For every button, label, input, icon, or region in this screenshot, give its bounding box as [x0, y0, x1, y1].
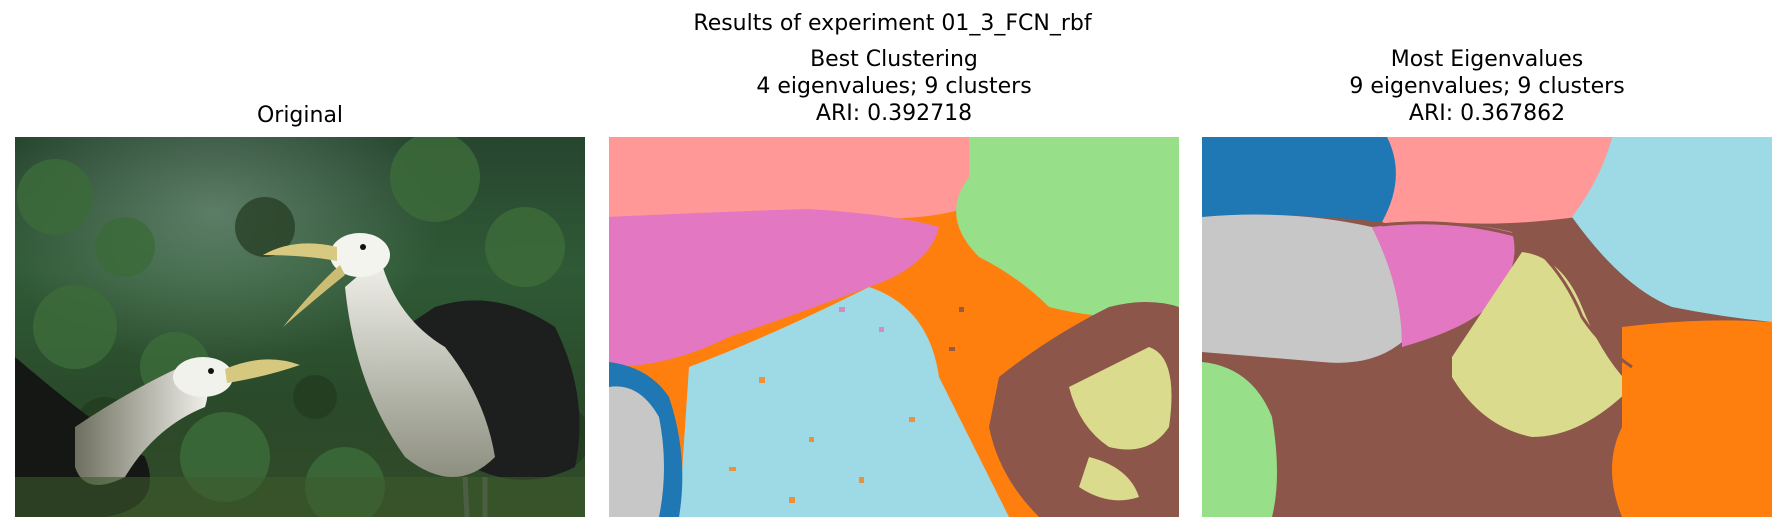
panel-title-best-line3: ARI: 0.392718	[815, 101, 973, 126]
panel-title-most-line1: Most Eigenvalues	[1390, 47, 1584, 72]
best-clustering-image	[609, 137, 1179, 517]
panel-title-best-line2: 4 eigenvalues; 9 clusters	[756, 74, 1032, 99]
panel-title-best-line1: Best Clustering	[810, 47, 978, 72]
panel-best-clustering: Best Clustering 4 eigenvalues; 9 cluster…	[609, 0, 1179, 532]
most-eigenvalues-image	[1202, 137, 1772, 517]
panel-most-eigenvalues: Most Eigenvalues 9 eigenvalues; 9 cluste…	[1202, 0, 1772, 532]
panel-original: Original	[15, 0, 585, 532]
panel-title-most-line3: ARI: 0.367862	[1408, 101, 1566, 126]
panel-title-original: Original	[256, 103, 344, 128]
figure-suptitle: Results of experiment 01_3_FCN_rbf	[693, 11, 1092, 36]
original-image	[15, 137, 585, 517]
panel-title-most-line2: 9 eigenvalues; 9 clusters	[1349, 74, 1625, 99]
